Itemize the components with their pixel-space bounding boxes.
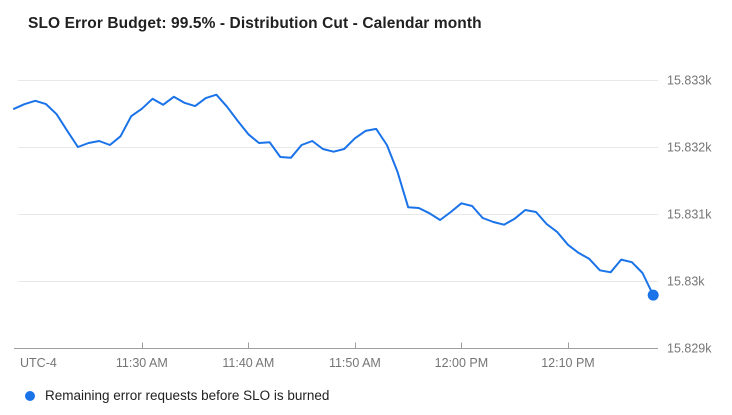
- x-tick-label: 12:00 PM: [435, 356, 489, 370]
- x-tick-label: 11:50 AM: [329, 356, 381, 370]
- x-tick-label: 11:30 AM: [116, 356, 168, 370]
- y-tick-label: 15.83k: [667, 275, 705, 289]
- y-tick-label: 15.829k: [667, 342, 712, 356]
- y-tick-label: 15.832k: [667, 141, 712, 155]
- chart-title: SLO Error Budget: 99.5% - Distribution C…: [28, 15, 482, 32]
- line-chart[interactable]: 15.833k 15.832k 15.831k 15.83k 15.829k 11:30 …: [0, 0, 732, 380]
- legend-series-label: Remaining error requests before SLO is b…: [45, 388, 330, 403]
- series-line: [13, 93, 655, 297]
- series-end-point: [647, 289, 659, 301]
- x-tick-label: 11:40 AM: [222, 356, 274, 370]
- y-tick-label: 15.831k: [667, 208, 712, 222]
- x-tick-label: 12:10 PM: [541, 356, 595, 370]
- y-tick-label: 15.833k: [667, 74, 712, 88]
- legend-series-dot-icon: [25, 390, 35, 401]
- timezone-label: UTC-4: [20, 356, 57, 370]
- legend[interactable]: Remaining error requests before SLO is b…: [25, 388, 329, 403]
